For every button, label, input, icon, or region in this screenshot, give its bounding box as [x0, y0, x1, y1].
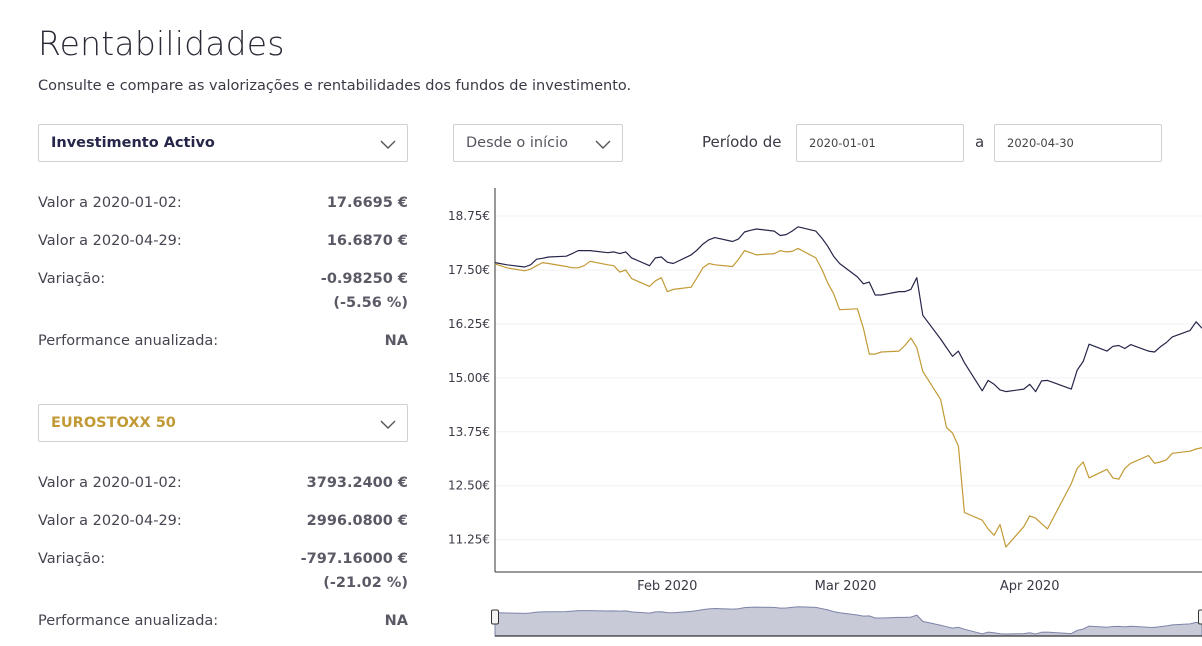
y-tick-label: 17.50€	[448, 263, 490, 277]
stat-label: Valor a 2020-01-02:	[38, 475, 182, 491]
performance-chart: 18.75€ 17.50€ 16.25€ 15.00€ 13.75€ 12.50€ 11.2…	[440, 180, 1202, 646]
series-line-0	[494, 226, 1202, 393]
navigator-area	[494, 606, 1202, 637]
stat-value: -0.98250 €	[320, 271, 408, 287]
index-performance-row: Performance anualizada: NA	[38, 605, 408, 643]
series-line-1	[494, 247, 1202, 548]
stat-label: Variação:	[38, 271, 106, 287]
page-title: Rentabilidades	[38, 24, 285, 63]
fund-select[interactable]: Investimento Activo	[38, 124, 408, 162]
stat-label: Performance anualizada:	[38, 333, 219, 349]
y-tick-label: 11.25€	[448, 533, 490, 547]
index-start-row: Valor a 2020-01-02: 3793.2400 €	[38, 467, 408, 505]
stat-value: NA	[384, 613, 408, 629]
x-tick-label: Mar 2020	[815, 579, 877, 594]
stat-label: Valor a 2020-01-02:	[38, 195, 182, 211]
y-tick-label: 16.25€	[448, 317, 490, 331]
period-label: Período de	[702, 133, 782, 151]
fund-variation-row: Variação: -0.98250 € (-5.56 %)	[38, 263, 408, 325]
x-tick-label: Feb 2020	[637, 579, 697, 594]
fund-performance-row: Performance anualizada: NA	[38, 325, 408, 363]
date-to-input[interactable]	[994, 124, 1162, 162]
stat-label: Performance anualizada:	[38, 613, 219, 629]
fund-select-label: Investimento Activo	[51, 135, 215, 151]
date-from-input[interactable]	[796, 124, 964, 162]
chevron-down-icon	[595, 140, 611, 149]
y-tick-label: 15.00€	[448, 371, 490, 385]
to-label: a	[975, 133, 985, 151]
fund-start-row: Valor a 2020-01-02: 17.6695 €	[38, 187, 408, 225]
index-select-label: EUROSTOXX 50	[51, 415, 176, 431]
page-subtitle: Consulte e compare as valorizações e ren…	[38, 78, 632, 94]
y-tick-label: 18.75€	[448, 209, 490, 223]
index-select[interactable]: EUROSTOXX 50	[38, 404, 408, 442]
fund-end-row: Valor a 2020-04-29: 16.6870 €	[38, 225, 408, 263]
chevron-down-icon	[380, 420, 396, 429]
stat-value: 17.6695 €	[326, 195, 408, 211]
x-tick-label: Apr 2020	[1000, 579, 1060, 594]
stat-value: 3793.2400 €	[306, 475, 408, 491]
stat-value: 16.6870 €	[326, 233, 408, 249]
index-stats: Valor a 2020-01-02: 3793.2400 € Valor a …	[38, 467, 408, 643]
fund-stats: Valor a 2020-01-02: 17.6695 € Valor a 20…	[38, 187, 408, 363]
chart-svg: 18.75€ 17.50€ 16.25€ 15.00€ 13.75€ 12.50€ 11.2…	[448, 188, 1202, 637]
navigator-handle-right[interactable]	[1198, 609, 1202, 625]
range-select[interactable]: Desde o início	[453, 124, 623, 162]
stat-label: Valor a 2020-04-29:	[38, 513, 182, 529]
stat-label: Variação:	[38, 551, 106, 567]
range-select-label: Desde o início	[466, 135, 568, 151]
stat-label: Valor a 2020-04-29:	[38, 233, 182, 249]
y-tick-label: 12.50€	[448, 479, 490, 493]
y-tick-label: 13.75€	[448, 425, 490, 439]
stat-value: -797.16000 €	[300, 551, 408, 567]
index-end-row: Valor a 2020-04-29: 2996.0800 €	[38, 505, 408, 543]
stat-percent: (-21.02 %)	[323, 575, 408, 591]
index-variation-row: Variação: -797.16000 € (-21.02 %)	[38, 543, 408, 605]
stat-percent: (-5.56 %)	[333, 295, 408, 311]
stat-value: NA	[384, 333, 408, 349]
stat-value: 2996.0800 €	[306, 513, 408, 529]
chevron-down-icon	[380, 140, 396, 149]
navigator-handle-left[interactable]	[491, 609, 499, 625]
